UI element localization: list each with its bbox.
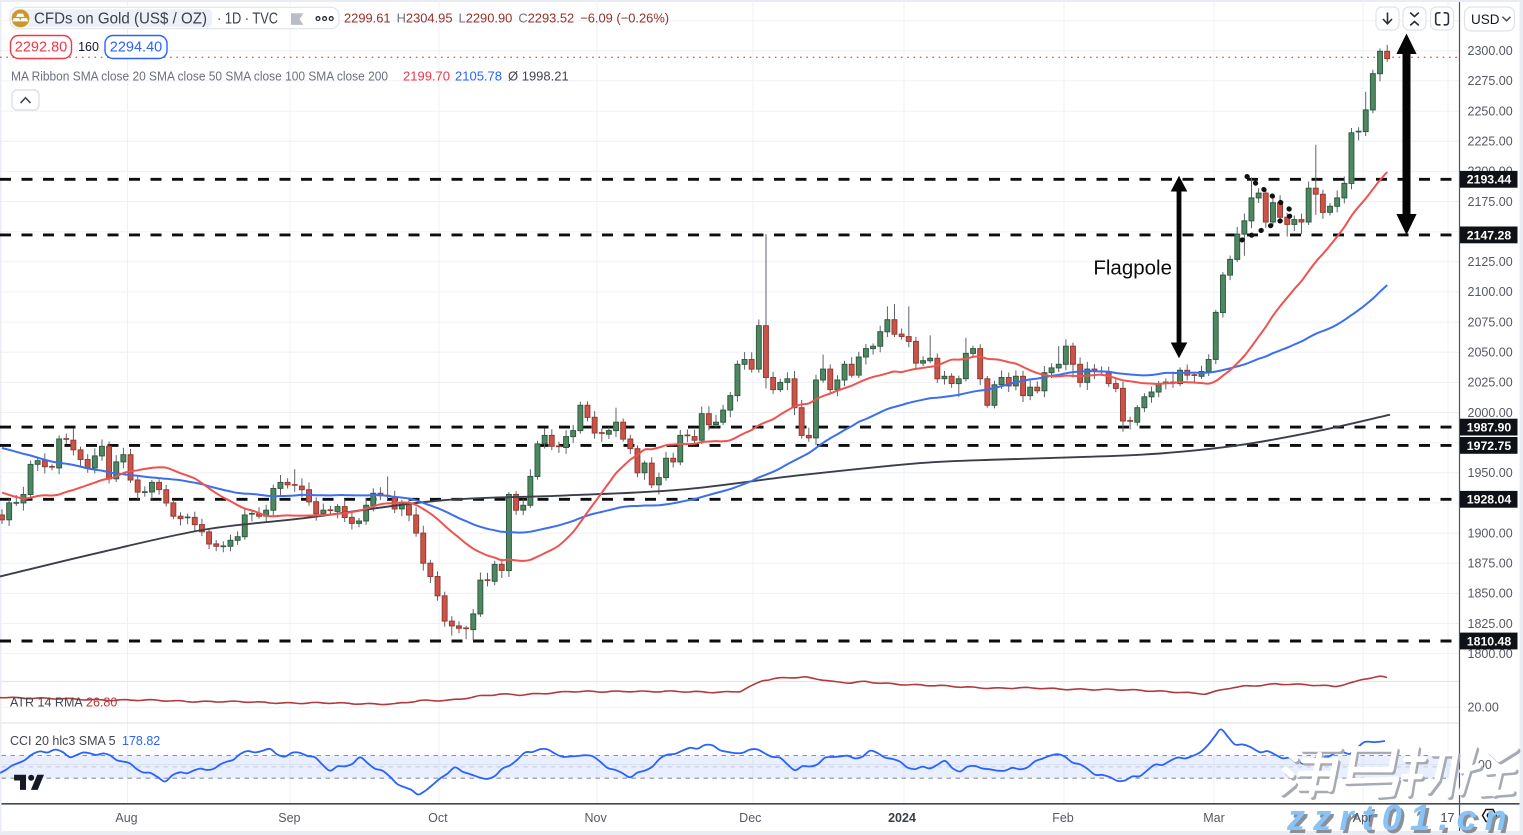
svg-text:CFDs on Gold (US$ / OZ): CFDs on Gold (US$ / OZ)	[34, 11, 207, 28]
svg-text:1875.00: 1875.00	[1468, 557, 1513, 571]
svg-text:2025.00: 2025.00	[1468, 376, 1513, 390]
svg-text:1987.90: 1987.90	[1467, 421, 1512, 435]
svg-text:2125.00: 2125.00	[1468, 255, 1513, 269]
svg-text:USD: USD	[1471, 12, 1500, 27]
svg-text:Apr: Apr	[1353, 811, 1372, 825]
svg-text:1972.75: 1972.75	[1467, 439, 1512, 453]
svg-text:1850.00: 1850.00	[1468, 587, 1513, 601]
svg-text:178.82: 178.82	[122, 734, 160, 748]
svg-text:2294.40: 2294.40	[110, 40, 162, 56]
svg-text:Oct: Oct	[428, 811, 448, 825]
svg-text:160: 160	[78, 40, 99, 54]
svg-text:zzrt01.cn: zzrt01.cn	[1286, 797, 1515, 835]
svg-text:Aug: Aug	[115, 811, 137, 825]
svg-text:2100.00: 2100.00	[1468, 285, 1513, 299]
svg-text:20.00: 20.00	[1468, 701, 1499, 715]
svg-text:1825.00: 1825.00	[1468, 617, 1513, 631]
svg-text:CCI 20 hlc3 SMA 5: CCI 20 hlc3 SMA 5	[10, 734, 116, 748]
svg-text:Flagpole: Flagpole	[1093, 257, 1172, 280]
svg-text:Dec: Dec	[739, 811, 761, 825]
svg-text:2193.44: 2193.44	[1467, 173, 1512, 187]
svg-text:2075.00: 2075.00	[1468, 315, 1513, 329]
svg-text:Sep: Sep	[278, 811, 300, 825]
svg-text:1800.00: 1800.00	[1468, 647, 1513, 661]
svg-text:1900.00: 1900.00	[1468, 526, 1513, 540]
svg-text:zzrt01.cn: zzrt01.cn	[1289, 800, 1518, 835]
svg-text:2300.00: 2300.00	[1468, 44, 1513, 58]
svg-text:1810.48: 1810.48	[1467, 634, 1512, 648]
svg-text:2275.00: 2275.00	[1468, 74, 1513, 88]
svg-text:ATR 14 RMA: ATR 14 RMA	[10, 696, 83, 710]
svg-text:Apr: Apr	[1353, 811, 1372, 825]
svg-text:2250.00: 2250.00	[1468, 104, 1513, 118]
svg-text:Mar: Mar	[1203, 811, 1225, 825]
svg-text:26.80: 26.80	[86, 696, 117, 710]
svg-text:2225.00: 2225.00	[1468, 135, 1513, 149]
svg-text:2147.28: 2147.28	[1467, 228, 1512, 242]
svg-text:2175.00: 2175.00	[1468, 195, 1513, 209]
svg-text:2105.78: 2105.78	[455, 68, 502, 83]
svg-text:2024: 2024	[888, 811, 916, 825]
svg-text:17: 17	[1441, 811, 1455, 825]
svg-text:1950.00: 1950.00	[1468, 466, 1513, 480]
svg-text:· 1D · TVC: · 1D · TVC	[217, 11, 278, 28]
svg-text:1928.04: 1928.04	[1467, 493, 1512, 507]
svg-text:2050.00: 2050.00	[1468, 346, 1513, 360]
svg-text:Nov: Nov	[584, 811, 607, 825]
svg-text:2292.80: 2292.80	[15, 40, 67, 56]
svg-text:2199.70: 2199.70	[403, 68, 450, 83]
svg-text:17: 17	[1441, 811, 1455, 825]
svg-text:2000.00: 2000.00	[1468, 406, 1513, 420]
svg-text:MA Ribbon SMA close 20 SMA clo: MA Ribbon SMA close 20 SMA close 50 SMA …	[11, 68, 388, 83]
svg-text:Feb: Feb	[1052, 811, 1074, 825]
svg-text:Ø 1998.21: Ø 1998.21	[508, 68, 569, 83]
